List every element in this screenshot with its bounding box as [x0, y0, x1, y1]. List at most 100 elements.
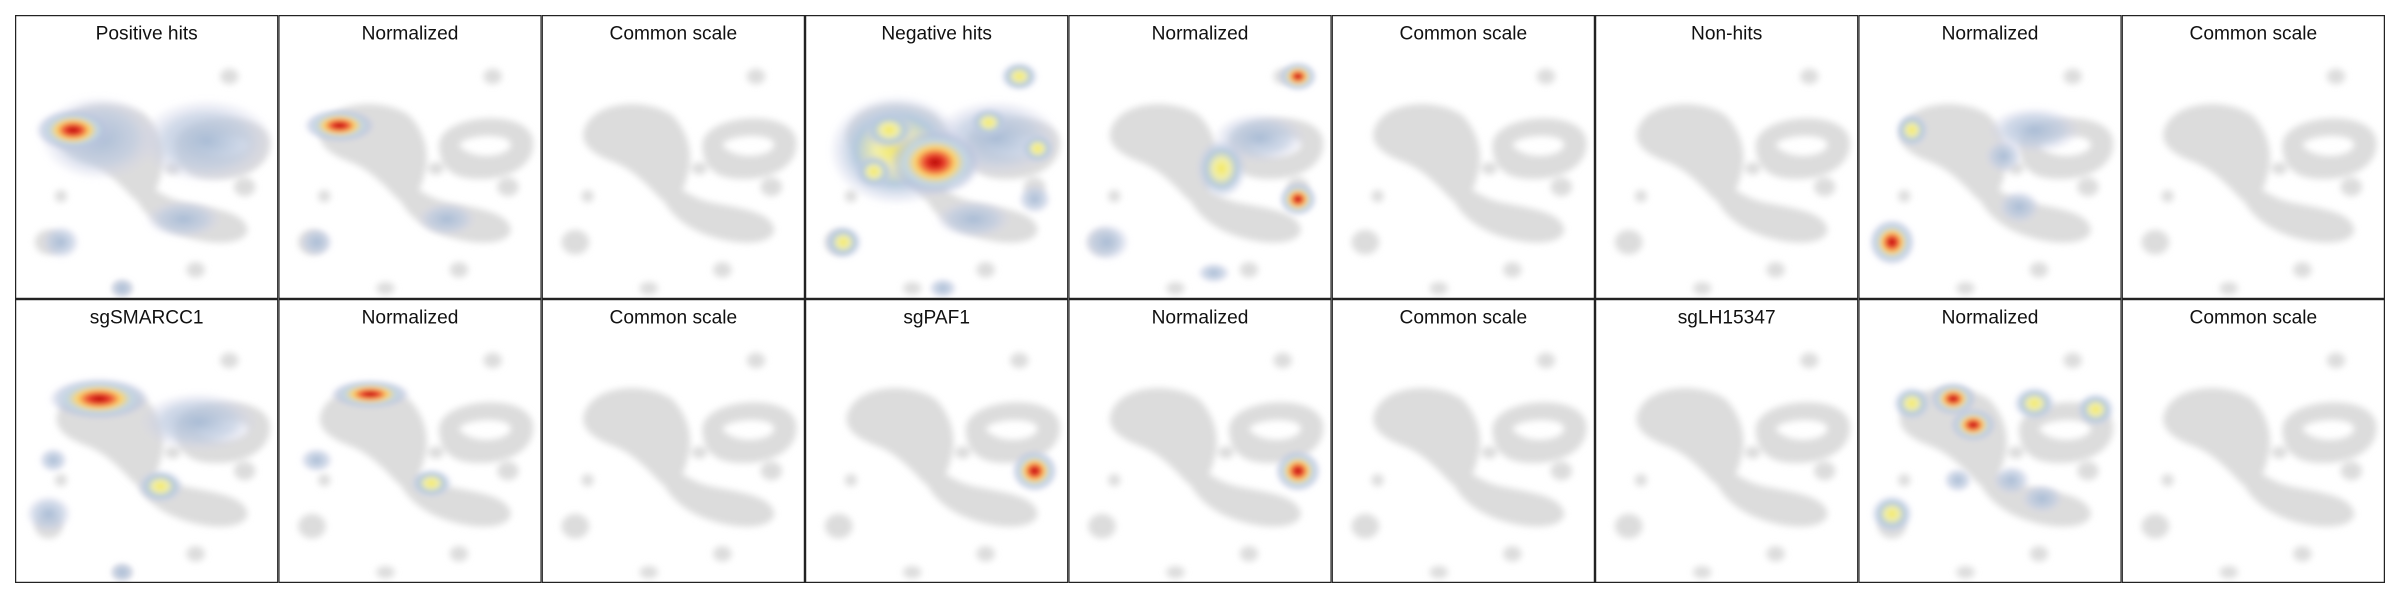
embedding-background [562, 69, 797, 295]
density-spot [1929, 381, 1977, 416]
panel: Common scale [2121, 299, 2386, 583]
density-spot [299, 447, 334, 474]
density-spot [1942, 467, 1973, 494]
density-spot [1196, 262, 1231, 284]
panel-title: Common scale [610, 308, 738, 329]
density-spot [138, 391, 259, 452]
panel: Normalized [1068, 15, 1332, 299]
density-spot [137, 97, 275, 184]
panel-border [15, 299, 279, 583]
panel-title: Normalized [1152, 24, 1249, 45]
density-spot [109, 277, 136, 299]
panel-title: Positive hits [96, 24, 198, 45]
panel: sgLH15347 [1595, 299, 1859, 583]
panel-title: Normalized [362, 24, 459, 45]
panel: Normalized [1858, 299, 2122, 583]
embedding-background [2142, 353, 2377, 579]
panel-border [805, 15, 1069, 299]
panel-border [1331, 15, 1595, 299]
panel-border [2121, 299, 2386, 583]
panel-border [1068, 15, 1332, 299]
density-spot [1020, 133, 1055, 164]
panel: Common scale [2121, 15, 2386, 299]
density-spot [854, 154, 894, 189]
density-spot [1011, 449, 1059, 493]
density [299, 108, 477, 258]
density-spot [969, 107, 1009, 138]
panel-border [1858, 299, 2122, 583]
panel: Common scale [1331, 15, 1595, 299]
density-spot [299, 227, 334, 258]
density [1870, 381, 2115, 534]
density [823, 61, 1061, 299]
panel-title: sgPAF1 [903, 308, 970, 329]
density-spot [1017, 184, 1052, 215]
panel-border [1595, 15, 1859, 299]
panel-title: Normalized [1152, 308, 1249, 329]
density-spot [303, 108, 377, 143]
density-spot [2020, 483, 2064, 514]
panel-title: Negative hits [881, 24, 992, 45]
density [1011, 449, 1059, 493]
panel-border [2121, 15, 2386, 299]
panel-border [1858, 15, 2122, 299]
density-spot [1992, 465, 2031, 496]
density-spot [25, 494, 73, 534]
panel-border [278, 299, 542, 583]
panel-title: Normalized [1942, 308, 2039, 329]
embedding-background [2142, 69, 2377, 295]
panel: Positive hits [15, 15, 279, 299]
density-spot [109, 561, 136, 583]
panel-title: Normalized [1942, 24, 2039, 45]
panel-border [278, 15, 542, 299]
panel-title: Common scale [2190, 308, 2318, 329]
density-spot [34, 108, 112, 152]
panel-title: Common scale [1400, 308, 1528, 329]
density-spot [887, 127, 983, 197]
density-spot [1195, 138, 1248, 199]
embedding-background [298, 353, 533, 579]
density-spot [1997, 189, 2041, 225]
density-spot [1274, 449, 1322, 493]
panel: Normalized [1068, 299, 1332, 583]
density-spot [416, 201, 477, 237]
density-spot [927, 277, 958, 299]
density-spot [1083, 222, 1131, 262]
density-spot [934, 199, 1012, 239]
density [1274, 449, 1322, 493]
embedding-background [1352, 353, 1587, 579]
density-spot [1868, 218, 1916, 266]
embedding-background [1615, 69, 1850, 295]
density-spot [329, 379, 411, 410]
density-spot [823, 225, 863, 260]
panel-border [1595, 299, 1859, 583]
embedding-background [562, 353, 797, 579]
panel-title: Common scale [610, 24, 738, 45]
panel-title: sgSMARCC1 [90, 308, 204, 329]
density-spot [41, 225, 81, 260]
panel-title: Non-hits [1691, 24, 1762, 45]
density-spot [1949, 407, 1997, 443]
density-spot [136, 469, 185, 504]
panel-border [15, 15, 279, 299]
density-spot [410, 468, 453, 499]
density-spot [1278, 182, 1318, 217]
panel: Common scale [1331, 299, 1595, 583]
panel-border [805, 299, 1069, 583]
density-spot [1870, 494, 1914, 534]
panel-border [1331, 299, 1595, 583]
panel-border [1068, 299, 1332, 583]
density-spot [1984, 139, 2024, 174]
panel: sgPAF1 [805, 299, 1069, 583]
embedding-background [1352, 69, 1587, 295]
panel: Non-hits [1595, 15, 1859, 299]
panel: Negative hits [805, 15, 1069, 299]
density-spot [1892, 386, 1932, 421]
panel-title: Common scale [1400, 24, 1528, 45]
density-spot [1000, 61, 1039, 92]
panel: Normalized [278, 15, 542, 299]
panel-title: Common scale [2190, 24, 2318, 45]
density-spot [1278, 61, 1318, 92]
panel-title: Normalized [362, 308, 459, 329]
